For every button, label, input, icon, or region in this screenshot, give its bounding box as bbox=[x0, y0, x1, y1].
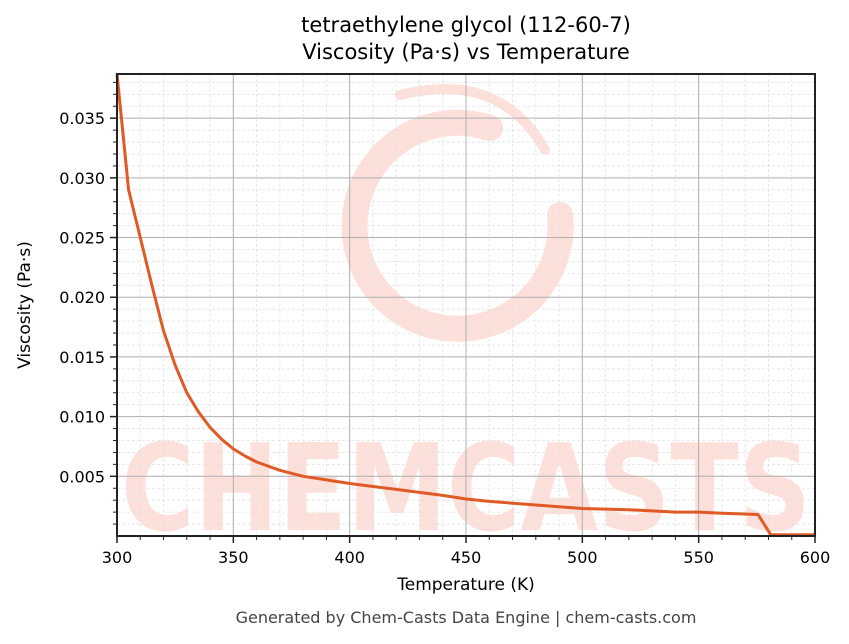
chart-title: tetraethylene glycol (112-60-7) Viscosit… bbox=[0, 12, 849, 66]
viscosity-line bbox=[115, 73, 815, 537]
y-tick-label: 0.035 bbox=[59, 109, 105, 128]
x-tick-label: 300 bbox=[102, 548, 133, 567]
y-axis-label: Viscosity (Pa·s) bbox=[15, 241, 35, 369]
y-tick-label: 0.010 bbox=[59, 408, 105, 427]
x-tick-label: 400 bbox=[334, 548, 365, 567]
axis-tick-labels: 300 350 400 450 500 550 600 0.005 0.010 0.015 0.02… bbox=[59, 109, 830, 567]
chart-title-line2: Viscosity (Pa·s) vs Temperature bbox=[302, 40, 630, 64]
watermark-ring-icon bbox=[341, 109, 574, 342]
x-axis-label: Temperature (K) bbox=[397, 575, 535, 595]
footer-credit: Generated by Chem-Casts Data Engine | ch… bbox=[235, 608, 697, 627]
y-tick-label: 0.020 bbox=[59, 288, 105, 307]
x-tick-label: 550 bbox=[683, 548, 714, 567]
axis-ticks bbox=[110, 81, 816, 543]
data-series bbox=[115, 73, 815, 537]
watermark-swoosh-icon bbox=[395, 84, 550, 155]
y-tick-label: 0.005 bbox=[59, 467, 105, 486]
x-tick-label: 600 bbox=[800, 548, 831, 567]
x-tick-label: 350 bbox=[218, 548, 249, 567]
chart-title-line1: tetraethylene glycol (112-60-7) bbox=[301, 13, 631, 37]
y-tick-label: 0.015 bbox=[59, 348, 105, 367]
y-tick-label: 0.025 bbox=[59, 229, 105, 248]
x-tick-label: 500 bbox=[567, 548, 598, 567]
y-tick-label: 0.030 bbox=[59, 169, 105, 188]
x-tick-label: 450 bbox=[451, 548, 482, 567]
